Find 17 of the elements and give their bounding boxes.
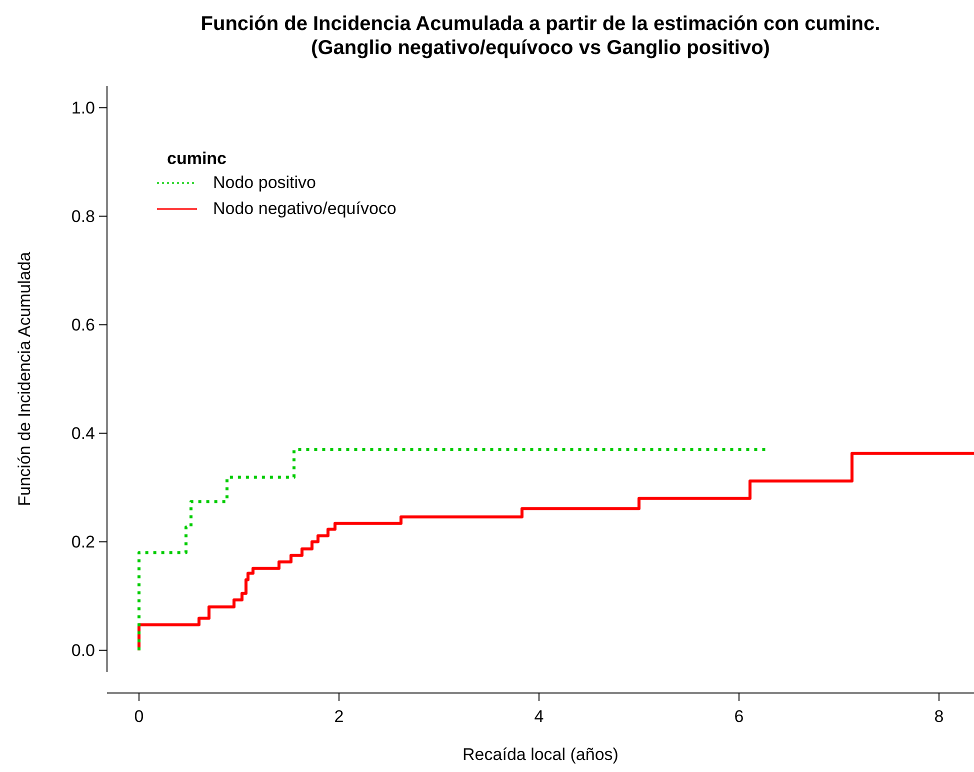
x-tick-label: 0 — [134, 707, 144, 726]
legend-label: Nodo positivo — [213, 173, 316, 192]
legend-label: Nodo negativo/equívoco — [213, 199, 396, 218]
y-tick-label: 1.0 — [71, 98, 95, 118]
y-tick-label: 0.6 — [71, 316, 95, 335]
x-tick-label: 4 — [534, 707, 544, 726]
legend-title: cuminc — [167, 149, 227, 168]
y-tick-label: 0.4 — [71, 424, 95, 444]
y-tick-label: 0.0 — [71, 641, 95, 660]
y-tick-label: 0.8 — [71, 207, 95, 226]
x-axis-title: Recaída local (años) — [462, 745, 618, 764]
x-tick-label: 8 — [934, 707, 944, 726]
y-axis-title: Función de Incidencia Acumulada — [15, 251, 34, 506]
x-tick-label: 2 — [334, 707, 344, 726]
x-tick-label: 6 — [734, 707, 744, 726]
chart-title: Función de Incidencia Acumulada a partir de la estimación con cuminc. (Ganglio negativo/equívoco vs Ganglio positivo) — [200, 13, 880, 59]
y-tick-label: 0.2 — [71, 532, 95, 552]
